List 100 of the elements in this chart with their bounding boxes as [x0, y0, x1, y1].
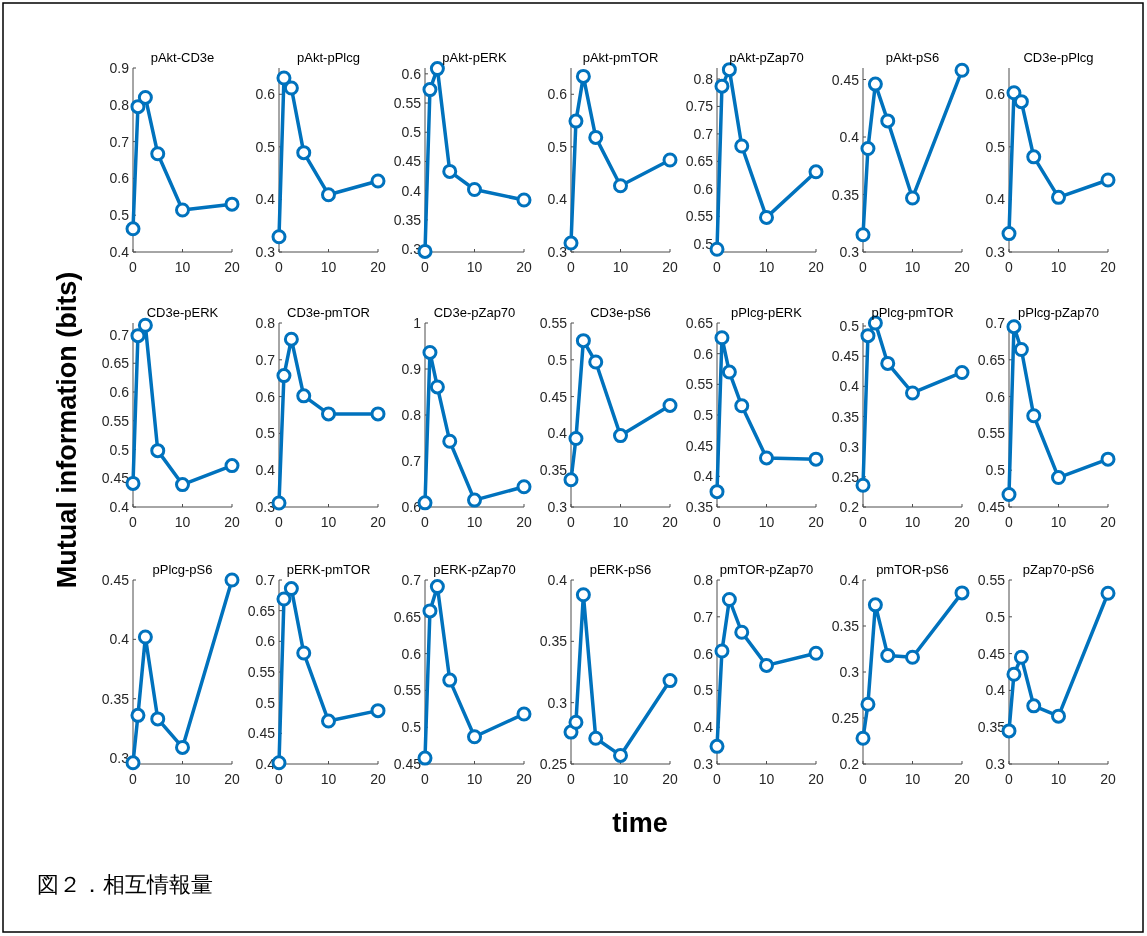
point [321, 713, 336, 729]
chart-title: pAkt-pERK [442, 50, 507, 65]
y-tick-label: 0.6 [693, 180, 714, 197]
point [1100, 585, 1116, 601]
x-tick-label: 0 [1005, 771, 1014, 787]
y-tick-label: 0.6 [109, 170, 130, 187]
y-tick-label: 0.6 [693, 345, 714, 362]
y-tick-label: 0.5 [985, 608, 1006, 625]
point [1051, 708, 1066, 724]
y-tick-label: 0.65 [685, 315, 714, 331]
point [588, 354, 604, 370]
y-tick-label: 0.65 [247, 602, 276, 619]
y-tick-label: 0.7 [255, 572, 276, 588]
point [224, 572, 240, 588]
y-tick-label: 0.7 [401, 453, 422, 469]
chart-title: pAkt-pPlcg [297, 50, 360, 65]
y-tick-label: 0.4 [547, 425, 568, 442]
point [714, 78, 730, 94]
y-tick-label: 0.3 [547, 499, 568, 515]
y-tick-label: 0.3 [985, 244, 1006, 260]
y-tick-label: 0.55 [247, 664, 276, 680]
x-tick-label: 20 [662, 259, 678, 275]
point [137, 629, 153, 645]
y-tick-label: 0.6 [401, 645, 422, 662]
point [721, 364, 737, 380]
point [905, 190, 920, 206]
point [714, 330, 730, 346]
x-tick-label: 20 [954, 514, 970, 530]
x-tick-label: 0 [275, 259, 284, 275]
y-tick-label: 0.6 [401, 65, 422, 82]
point [662, 152, 678, 168]
point [613, 428, 628, 444]
point [370, 406, 386, 422]
point [516, 479, 532, 495]
y-tick-label: 0.5 [839, 318, 860, 335]
y-tick-label: 0.3 [839, 438, 860, 455]
y-tick-label: 0.5 [693, 682, 714, 699]
point [1001, 486, 1017, 502]
point [175, 477, 190, 493]
y-tick-label: 0.3 [985, 756, 1006, 772]
point [224, 196, 240, 212]
x-tick-label: 0 [129, 771, 138, 787]
x-tick-label: 10 [466, 771, 483, 787]
point [1013, 649, 1029, 665]
point [283, 581, 299, 597]
point [321, 406, 336, 422]
y-tick-label: 0.6 [985, 388, 1006, 405]
point [1026, 698, 1042, 714]
point [429, 61, 445, 77]
point [283, 331, 299, 347]
y-tick-label: 0.55 [685, 376, 714, 393]
y-tick-label: 0.4 [109, 244, 130, 260]
x-tick-label: 20 [662, 514, 678, 530]
chart-title: pPlcg-pERK [731, 305, 803, 320]
y-tick-label: 0.55 [685, 208, 714, 225]
point [467, 729, 482, 745]
x-tick-label: 10 [904, 514, 921, 530]
point [150, 443, 166, 459]
point [880, 355, 896, 371]
point [1100, 172, 1116, 188]
y-tick-label: 0.4 [547, 191, 568, 208]
point [905, 385, 920, 401]
y-tick-label: 0.35 [831, 408, 860, 425]
y-tick-label: 0.6 [255, 86, 276, 103]
point [130, 328, 146, 344]
x-tick-label: 0 [567, 259, 576, 275]
point [714, 643, 730, 659]
x-tick-label: 0 [421, 771, 430, 787]
y-tick-label: 0.7 [109, 133, 130, 150]
chart-title: pERK-pS6 [589, 562, 652, 577]
point [613, 178, 628, 194]
point [276, 591, 292, 607]
point [759, 450, 774, 466]
point [150, 711, 166, 727]
point [467, 492, 482, 508]
y-tick-label: 0.8 [693, 70, 714, 87]
y-tick-label: 0.7 [693, 608, 714, 625]
point [808, 451, 824, 467]
y-tick-label: 0.4 [255, 462, 276, 479]
y-tick-label: 0.4 [839, 129, 860, 145]
point [855, 730, 871, 746]
y-axis-title: Mutual information (bits) [52, 271, 82, 589]
point [588, 730, 604, 746]
point [588, 129, 604, 145]
y-tick-label: 0.5 [401, 124, 422, 141]
x-axis-title: time [612, 808, 668, 838]
point [1006, 319, 1022, 335]
chart-title: pAkt-pS6 [885, 50, 940, 65]
y-tick-label: 0.8 [109, 96, 130, 113]
y-tick-label: 0.35 [831, 186, 860, 203]
point [721, 592, 737, 607]
point [422, 344, 438, 360]
x-tick-label: 10 [466, 514, 483, 530]
y-tick-label: 0.3 [255, 244, 276, 260]
point [709, 738, 725, 754]
y-tick-label: 0.5 [255, 138, 276, 155]
point [296, 145, 312, 161]
x-tick-label: 10 [320, 771, 337, 787]
point [905, 649, 920, 665]
point [954, 585, 970, 601]
